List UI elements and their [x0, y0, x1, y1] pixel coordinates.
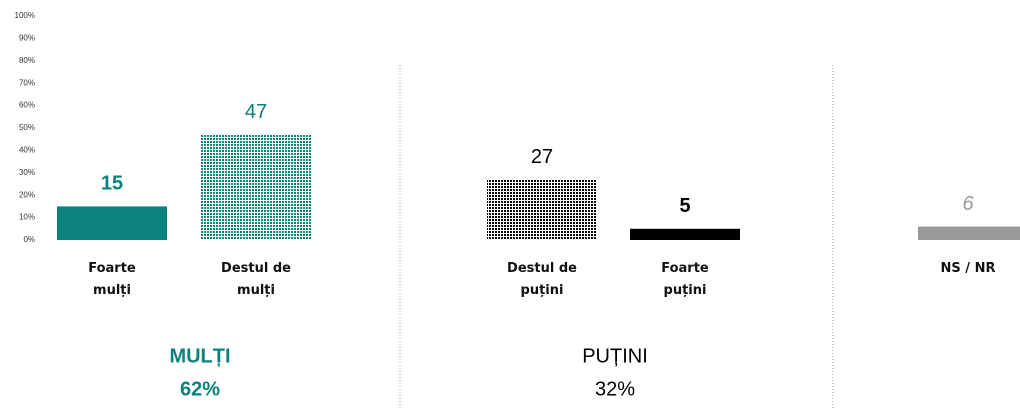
y-tick-label: 20% [19, 190, 35, 199]
y-tick-label: 60% [19, 101, 35, 110]
category-label-box: NS / NR [940, 261, 996, 276]
category-label-box: Destul de mulți [221, 261, 291, 298]
y-tick-label: 70% [19, 78, 35, 87]
value-label: 27 [531, 146, 553, 168]
group-name: MULȚI [169, 345, 230, 367]
value-label: 6 [962, 193, 974, 215]
bar [630, 228, 740, 240]
y-tick-label: 0% [23, 235, 35, 244]
value-label: 5 [679, 195, 690, 217]
bar [57, 206, 167, 240]
bar [201, 134, 311, 240]
category-label-box: Foarte puțini [661, 261, 709, 298]
category-label-box: Foarte mulți [88, 261, 136, 298]
x-tick-label: Foarte puțini [661, 261, 709, 298]
y-tick-label: 40% [19, 146, 35, 155]
y-tick-label: 10% [19, 213, 35, 222]
category-label-box: Destul de puțini [507, 261, 577, 298]
value-label: 15 [101, 173, 123, 195]
bar [918, 226, 1020, 240]
y-tick-label: 90% [19, 34, 35, 43]
group-name: PUȚINI [582, 345, 648, 367]
y-tick-label: 100% [15, 11, 35, 20]
x-tick-label: Destul de puțini [507, 261, 577, 298]
x-tick-label: Destul de mulți [221, 261, 291, 298]
x-tick-label: Foarte mulți [88, 261, 136, 298]
group-total: 62% [180, 378, 220, 400]
x-tick-label: NS / NR [940, 261, 996, 276]
bar [487, 179, 597, 240]
y-tick-label: 50% [19, 123, 35, 132]
value-label: 47 [245, 101, 267, 123]
y-tick-label: 30% [19, 168, 35, 177]
group-total: 32% [595, 378, 635, 400]
y-tick-label: 80% [19, 56, 35, 65]
